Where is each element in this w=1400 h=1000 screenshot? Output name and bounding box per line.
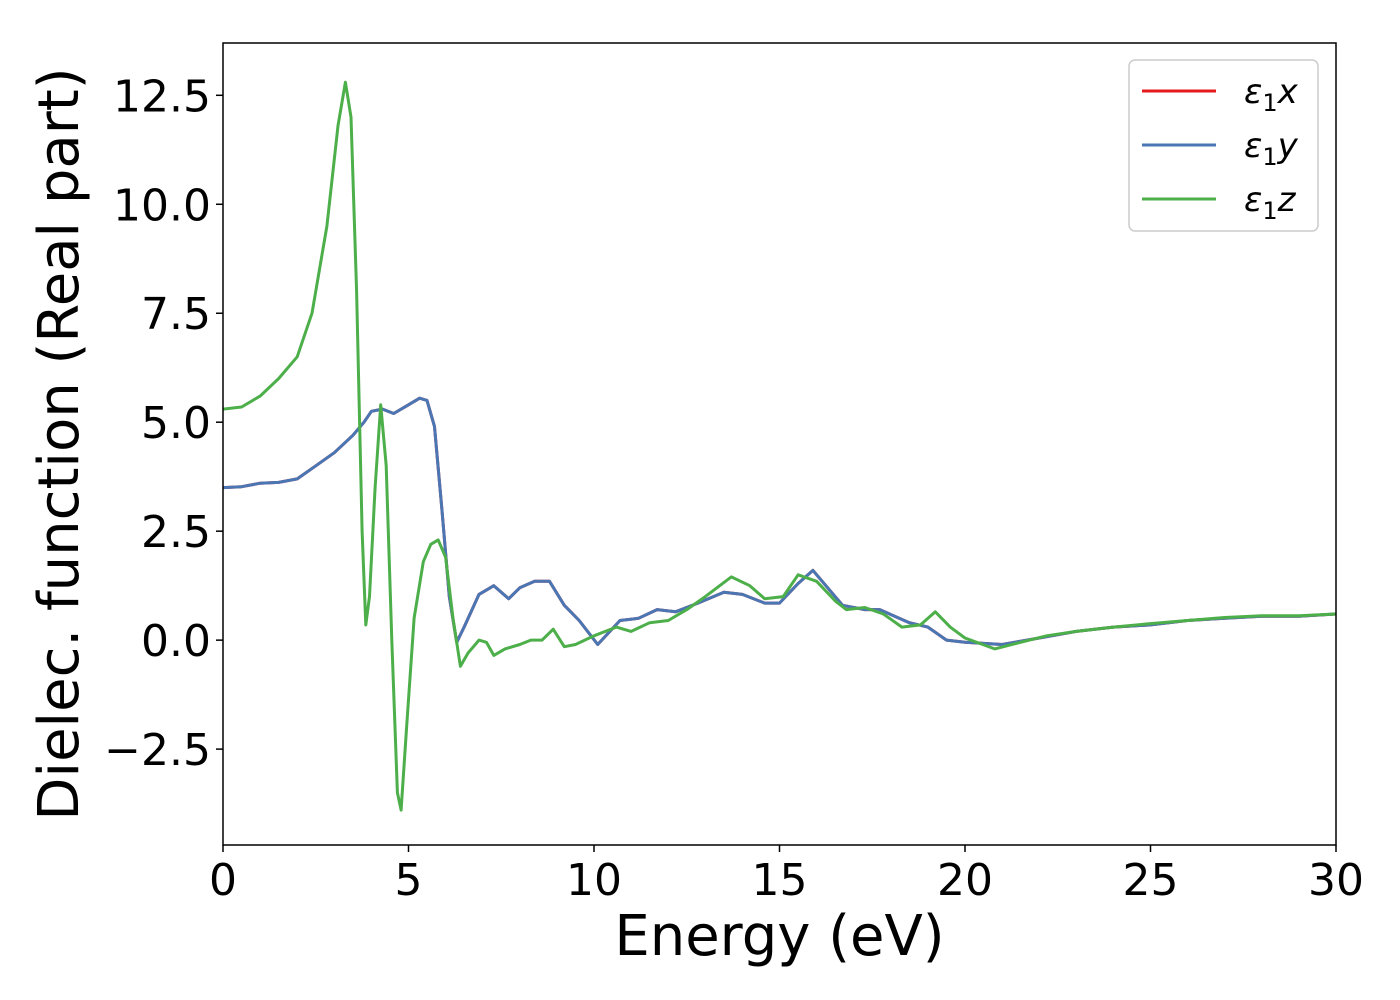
legend: ε1x ε1y ε1z xyxy=(1128,59,1319,232)
y-tick-label: 5.0 xyxy=(141,398,211,449)
x-tick-label: 10 xyxy=(566,855,622,906)
legend-box xyxy=(1128,59,1319,232)
x-tick-label: 30 xyxy=(1308,855,1364,906)
y-tick-label: 10.0 xyxy=(113,180,211,231)
y-axis-ticks: −2.5 0.0 2.5 5.0 7.5 10.0 12.5 xyxy=(104,71,223,776)
y-tick-label: 0.0 xyxy=(141,616,211,667)
x-tick-label: 25 xyxy=(1123,855,1179,906)
y-tick-label: 12.5 xyxy=(113,71,211,122)
x-axis-ticks: 0 5 10 15 20 25 30 xyxy=(209,845,1364,906)
legend-label: ε1x xyxy=(1244,72,1299,117)
y-tick-label: 2.5 xyxy=(141,507,211,558)
x-tick-label: 15 xyxy=(752,855,808,906)
y-tick-label: −2.5 xyxy=(104,725,211,776)
x-axis-title: Energy (eV) xyxy=(614,904,944,969)
series-line-3 xyxy=(223,80,1336,812)
legend-label: ε1y xyxy=(1244,126,1299,171)
y-axis-title: Dielec. function (Real part) xyxy=(27,67,92,820)
x-tick-label: 5 xyxy=(395,855,423,906)
x-tick-label: 0 xyxy=(209,855,237,906)
x-tick-label: 20 xyxy=(937,855,993,906)
y-tick-label: 7.5 xyxy=(141,289,211,340)
legend-label: ε1z xyxy=(1244,180,1297,225)
